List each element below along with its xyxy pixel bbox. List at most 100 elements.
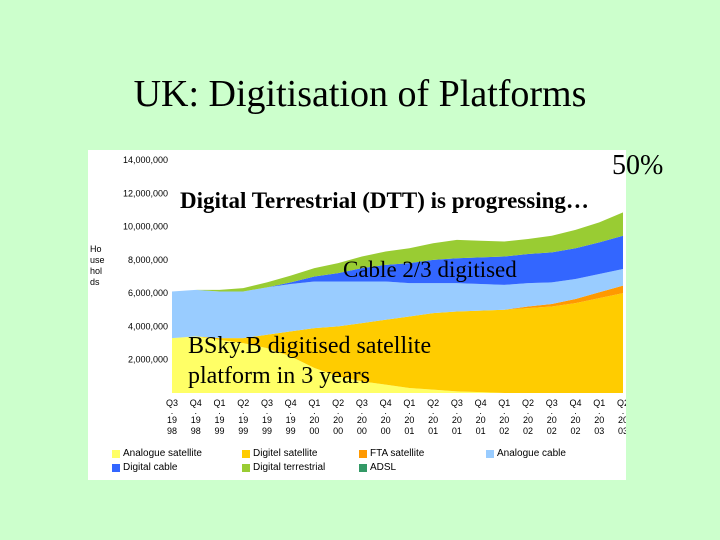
x-tick-label: 20	[404, 415, 414, 425]
legend-label: Analogue satellite	[123, 448, 202, 459]
x-tick-label: 99	[286, 426, 296, 436]
chart-area: 2,000,000 4,000,000 6,000,000 8,000,000 10,0…	[88, 150, 626, 480]
x-tick-label: 03	[594, 426, 604, 436]
x-tick-label: Q2	[332, 398, 344, 408]
area-series-group	[172, 212, 623, 393]
x-tick-separator: .	[218, 406, 221, 416]
x-tick-label: 19	[191, 415, 201, 425]
x-tick-label: 20	[618, 415, 626, 425]
x-tick-separator: .	[171, 406, 174, 416]
x-tick-label: Q2	[617, 398, 626, 408]
x-tick-separator: .	[242, 406, 245, 416]
y-tick-label: 4,000,000	[128, 321, 168, 331]
x-tick-separator: .	[622, 406, 625, 416]
x-tick-label: 00	[333, 426, 343, 436]
annotation-cable: Cable 2/3 digitised	[343, 257, 517, 282]
x-tick-separator: .	[527, 406, 530, 416]
area-analogue-cable	[172, 269, 623, 339]
x-tick-label: Q3	[356, 398, 368, 408]
x-tick-label: 00	[381, 426, 391, 436]
x-tick-label: 19	[286, 415, 296, 425]
y-tick-label: 10,000,000	[123, 222, 168, 232]
x-tick-label: 01	[476, 426, 486, 436]
x-tick-separator: .	[432, 406, 435, 416]
x-tick-label: Q2	[427, 398, 439, 408]
legend-item: Digital terrestrial	[242, 462, 325, 473]
x-tick-label: 20	[357, 415, 367, 425]
x-tick-label: Q2	[522, 398, 534, 408]
x-tick-label: Q1	[498, 398, 510, 408]
x-tick-label: Q1	[213, 398, 225, 408]
x-tick-label: Q3	[451, 398, 463, 408]
area-digitel-satellite	[172, 293, 623, 393]
legend-item: FTA satellite	[359, 448, 424, 459]
legend-item: ADSL	[359, 462, 396, 473]
area-digital-cable	[172, 235, 623, 292]
x-tick-label: 19	[214, 415, 224, 425]
x-axis: Q31998.Q41998.Q11999.Q21999.Q31999.Q4199…	[166, 398, 626, 436]
x-tick-label: 02	[523, 426, 533, 436]
x-tick-label: 20	[381, 415, 391, 425]
y-tick-label: 6,000,000	[128, 288, 168, 298]
annotation-bskyb-line-2: platform in 3 years	[188, 363, 370, 389]
x-tick-label: 98	[167, 426, 177, 436]
legend-label: Analogue cable	[497, 448, 566, 459]
legend-swatch	[242, 449, 250, 458]
x-tick-separator: .	[551, 406, 554, 416]
x-tick-label: Q1	[308, 398, 320, 408]
x-tick-separator: .	[313, 406, 316, 416]
x-tick-label: 01	[452, 426, 462, 436]
y-axis-label-part-3: hol	[90, 266, 102, 276]
x-tick-separator: .	[456, 406, 459, 416]
x-tick-label: 20	[452, 415, 462, 425]
area-analogue-satellite	[172, 336, 623, 393]
x-tick-label: Q3	[166, 398, 178, 408]
x-tick-label: 00	[309, 426, 319, 436]
legend-item: Digital cable	[112, 462, 177, 473]
legend-item: Analogue satellite	[112, 448, 202, 459]
x-tick-separator: .	[266, 406, 269, 416]
legend-label: Digitel satellite	[253, 448, 318, 459]
y-tick-label: 12,000,000	[123, 188, 168, 198]
slide-title: UK: Digitisation of Platforms	[133, 73, 587, 115]
x-tick-label: 03	[618, 426, 626, 436]
x-tick-label: Q4	[285, 398, 297, 408]
annotation-dtt: Digital Terrestrial (DTT) is progressing…	[180, 188, 589, 213]
x-tick-separator: .	[337, 406, 340, 416]
y-tick-label: 14,000,000	[123, 155, 168, 165]
x-tick-separator: .	[479, 406, 482, 416]
y-axis-label-part-2: use	[90, 255, 105, 265]
x-tick-label: 19	[167, 415, 177, 425]
annotation-bskyb-line-1: BSky.B digitised satellite	[188, 333, 432, 359]
x-tick-label: 20	[594, 415, 604, 425]
annotation-percent: 50%	[612, 150, 664, 181]
legend-label: ADSL	[370, 462, 397, 473]
x-tick-label: 20	[523, 415, 533, 425]
area-digital-terrestrial	[172, 212, 623, 292]
y-tick-label: 2,000,000	[128, 355, 168, 365]
legend-swatch	[486, 449, 494, 458]
x-tick-label: Q1	[593, 398, 605, 408]
x-tick-label: 01	[404, 426, 414, 436]
x-tick-label: 20	[428, 415, 438, 425]
x-tick-label: 19	[262, 415, 272, 425]
x-tick-label: 02	[547, 426, 557, 436]
x-tick-label: 19	[238, 415, 248, 425]
y-axis-label-part-4: ds	[90, 277, 100, 287]
x-tick-label: 99	[238, 426, 248, 436]
chart-legend: Analogue satellite Digitel satellite FTA s…	[90, 447, 620, 479]
legend-label: Digital terrestrial	[253, 462, 326, 473]
legend-swatch	[112, 449, 120, 458]
chart-svg: 2,000,000 4,000,000 6,000,000 8,000,000 10,0…	[90, 155, 626, 436]
x-tick-separator: .	[408, 406, 411, 416]
y-axis-label-part-1: Ho	[90, 244, 102, 254]
x-tick-label: Q3	[546, 398, 558, 408]
x-tick-label: 20	[476, 415, 486, 425]
x-tick-label: Q4	[570, 398, 582, 408]
x-tick-label: 20	[571, 415, 581, 425]
x-tick-label: Q4	[380, 398, 392, 408]
x-tick-separator: .	[598, 406, 601, 416]
x-tick-separator: .	[384, 406, 387, 416]
y-axis: 2,000,000 4,000,000 6,000,000 8,000,000 10,0…	[123, 155, 168, 365]
x-tick-label: 98	[191, 426, 201, 436]
